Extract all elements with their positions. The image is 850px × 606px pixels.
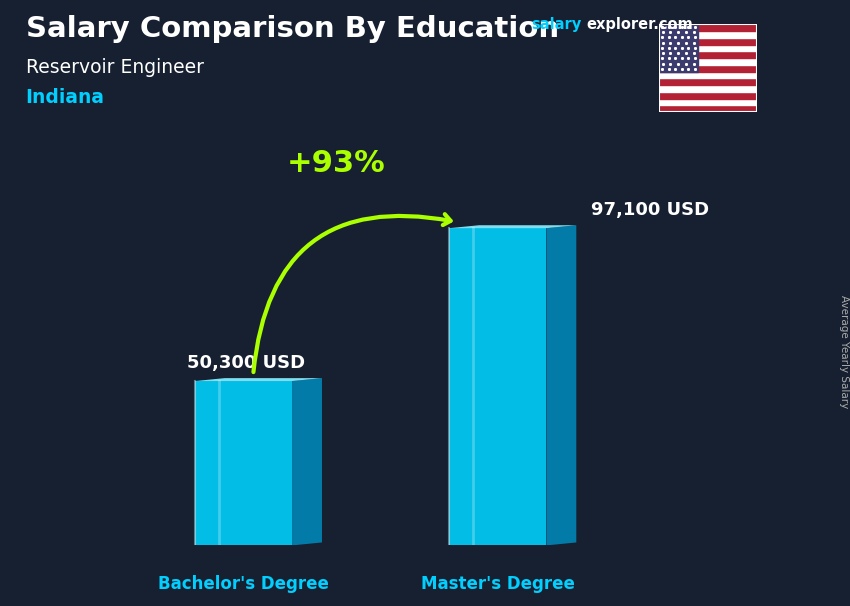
Bar (659, 44, 756, 52)
Text: 97,100 USD: 97,100 USD (592, 201, 710, 219)
Text: Reservoir Engineer: Reservoir Engineer (26, 58, 203, 76)
Bar (659, 78, 756, 85)
Bar (659, 24, 698, 72)
Polygon shape (292, 378, 322, 545)
Text: Indiana: Indiana (26, 88, 105, 107)
Text: salary: salary (531, 17, 581, 32)
Text: Master's Degree: Master's Degree (421, 575, 575, 593)
Text: 50,300 USD: 50,300 USD (187, 353, 305, 371)
Text: explorer.com: explorer.com (586, 17, 694, 32)
Polygon shape (449, 228, 547, 545)
Text: Average Yearly Salary: Average Yearly Salary (839, 295, 849, 408)
Bar (659, 65, 756, 72)
Polygon shape (547, 225, 576, 545)
Bar (659, 31, 756, 38)
Bar (659, 99, 756, 105)
Polygon shape (195, 381, 292, 545)
Polygon shape (195, 378, 322, 381)
Text: +93%: +93% (286, 148, 386, 178)
Bar (659, 105, 756, 112)
Text: Salary Comparison By Education: Salary Comparison By Education (26, 15, 558, 43)
Text: Bachelor's Degree: Bachelor's Degree (158, 575, 329, 593)
Bar (659, 52, 756, 58)
Bar (659, 92, 756, 99)
Polygon shape (449, 225, 576, 228)
Bar (659, 85, 756, 92)
Bar (659, 38, 756, 44)
Bar (659, 58, 756, 65)
Bar (659, 72, 756, 78)
Bar (659, 24, 756, 31)
